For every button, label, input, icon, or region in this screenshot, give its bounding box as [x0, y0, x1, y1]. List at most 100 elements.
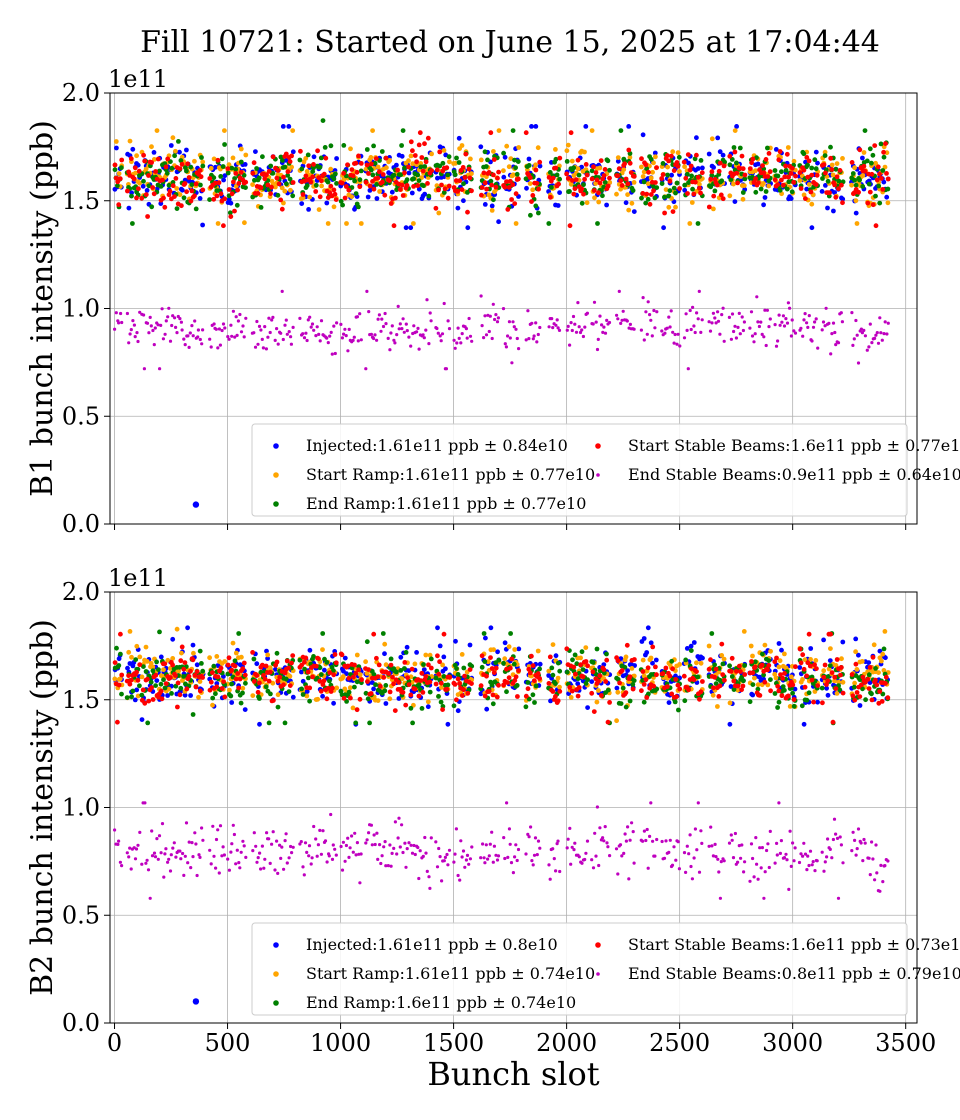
data-point [187, 840, 191, 844]
data-point [712, 674, 718, 680]
data-point [162, 685, 168, 691]
x-axis-label: Bunch slot [427, 1055, 599, 1093]
data-point [603, 331, 608, 335]
data-point [379, 329, 383, 333]
data-point [134, 153, 140, 159]
data-point [373, 682, 378, 688]
data-point [761, 202, 766, 208]
data-point [186, 861, 190, 865]
data-point [773, 861, 777, 865]
data-point [166, 686, 172, 692]
data-point [400, 128, 406, 134]
data-point [144, 659, 150, 664]
data-point [722, 677, 727, 683]
data-points [112, 118, 891, 508]
data-point [851, 343, 855, 347]
data-point [140, 862, 144, 866]
data-point [419, 706, 425, 711]
data-point [152, 851, 157, 855]
data-point [689, 173, 694, 179]
data-point [829, 670, 835, 675]
data-point [151, 328, 155, 333]
data-point [325, 195, 331, 201]
data-point [660, 161, 666, 166]
data-point [750, 653, 755, 659]
data-point [454, 666, 459, 671]
data-point [319, 183, 324, 189]
data-point [507, 665, 513, 671]
data-point [150, 854, 155, 858]
data-point [456, 326, 460, 330]
data-point [650, 660, 655, 666]
data-point [598, 158, 604, 164]
data-point [789, 165, 795, 171]
data-point [343, 184, 349, 189]
data-point [762, 679, 768, 685]
data-point [268, 861, 272, 866]
data-point [546, 221, 552, 226]
data-point [158, 184, 164, 189]
data-point [547, 325, 551, 329]
data-point [208, 679, 214, 685]
data-point [573, 671, 578, 677]
data-point [241, 172, 247, 178]
data-point [244, 316, 248, 320]
legend-frame [251, 423, 908, 517]
data-point [585, 839, 590, 843]
data-point [166, 182, 172, 188]
data-point [250, 693, 256, 698]
data-point [433, 205, 439, 211]
data-point [375, 831, 379, 835]
data-point [797, 170, 803, 175]
data-point [162, 204, 168, 210]
data-point [614, 718, 619, 724]
data-point [266, 335, 270, 339]
data-point [569, 862, 573, 866]
data-point [200, 159, 206, 165]
data-point [214, 866, 218, 870]
data-point [825, 855, 829, 859]
data-point [442, 301, 446, 306]
series-3 [112, 631, 891, 725]
data-point [369, 823, 373, 827]
data-point [567, 189, 572, 194]
data-point [532, 334, 536, 338]
data-point [153, 326, 157, 330]
data-point [827, 190, 832, 196]
data-point [652, 308, 656, 313]
data-point [275, 704, 281, 710]
data-point [170, 323, 174, 328]
data-point [197, 168, 203, 173]
data-point [222, 128, 227, 134]
data-point [486, 170, 492, 175]
data-point [591, 188, 597, 193]
data-point [654, 672, 659, 678]
data-point [136, 843, 140, 847]
data-point [442, 859, 446, 863]
data-point [488, 178, 494, 184]
y-tick-label: 1.5 [62, 686, 100, 714]
data-point [755, 161, 761, 167]
data-point [835, 836, 840, 841]
data-point [488, 655, 493, 660]
data-point [594, 320, 598, 324]
data-point [532, 853, 537, 857]
data-point [694, 660, 699, 666]
data-point [579, 164, 584, 170]
data-point [407, 841, 411, 845]
data-point [793, 846, 797, 850]
data-point [455, 708, 461, 714]
data-point [690, 877, 695, 881]
data-point [386, 336, 390, 340]
data-point [598, 826, 602, 830]
data-point [280, 158, 285, 163]
data-point [618, 178, 624, 184]
data-point [880, 651, 886, 657]
data-point [516, 145, 522, 150]
data-point [837, 168, 843, 173]
data-point [192, 673, 198, 678]
data-point [141, 178, 146, 184]
data-point [874, 177, 880, 183]
data-point [872, 143, 878, 149]
data-point [386, 864, 390, 868]
